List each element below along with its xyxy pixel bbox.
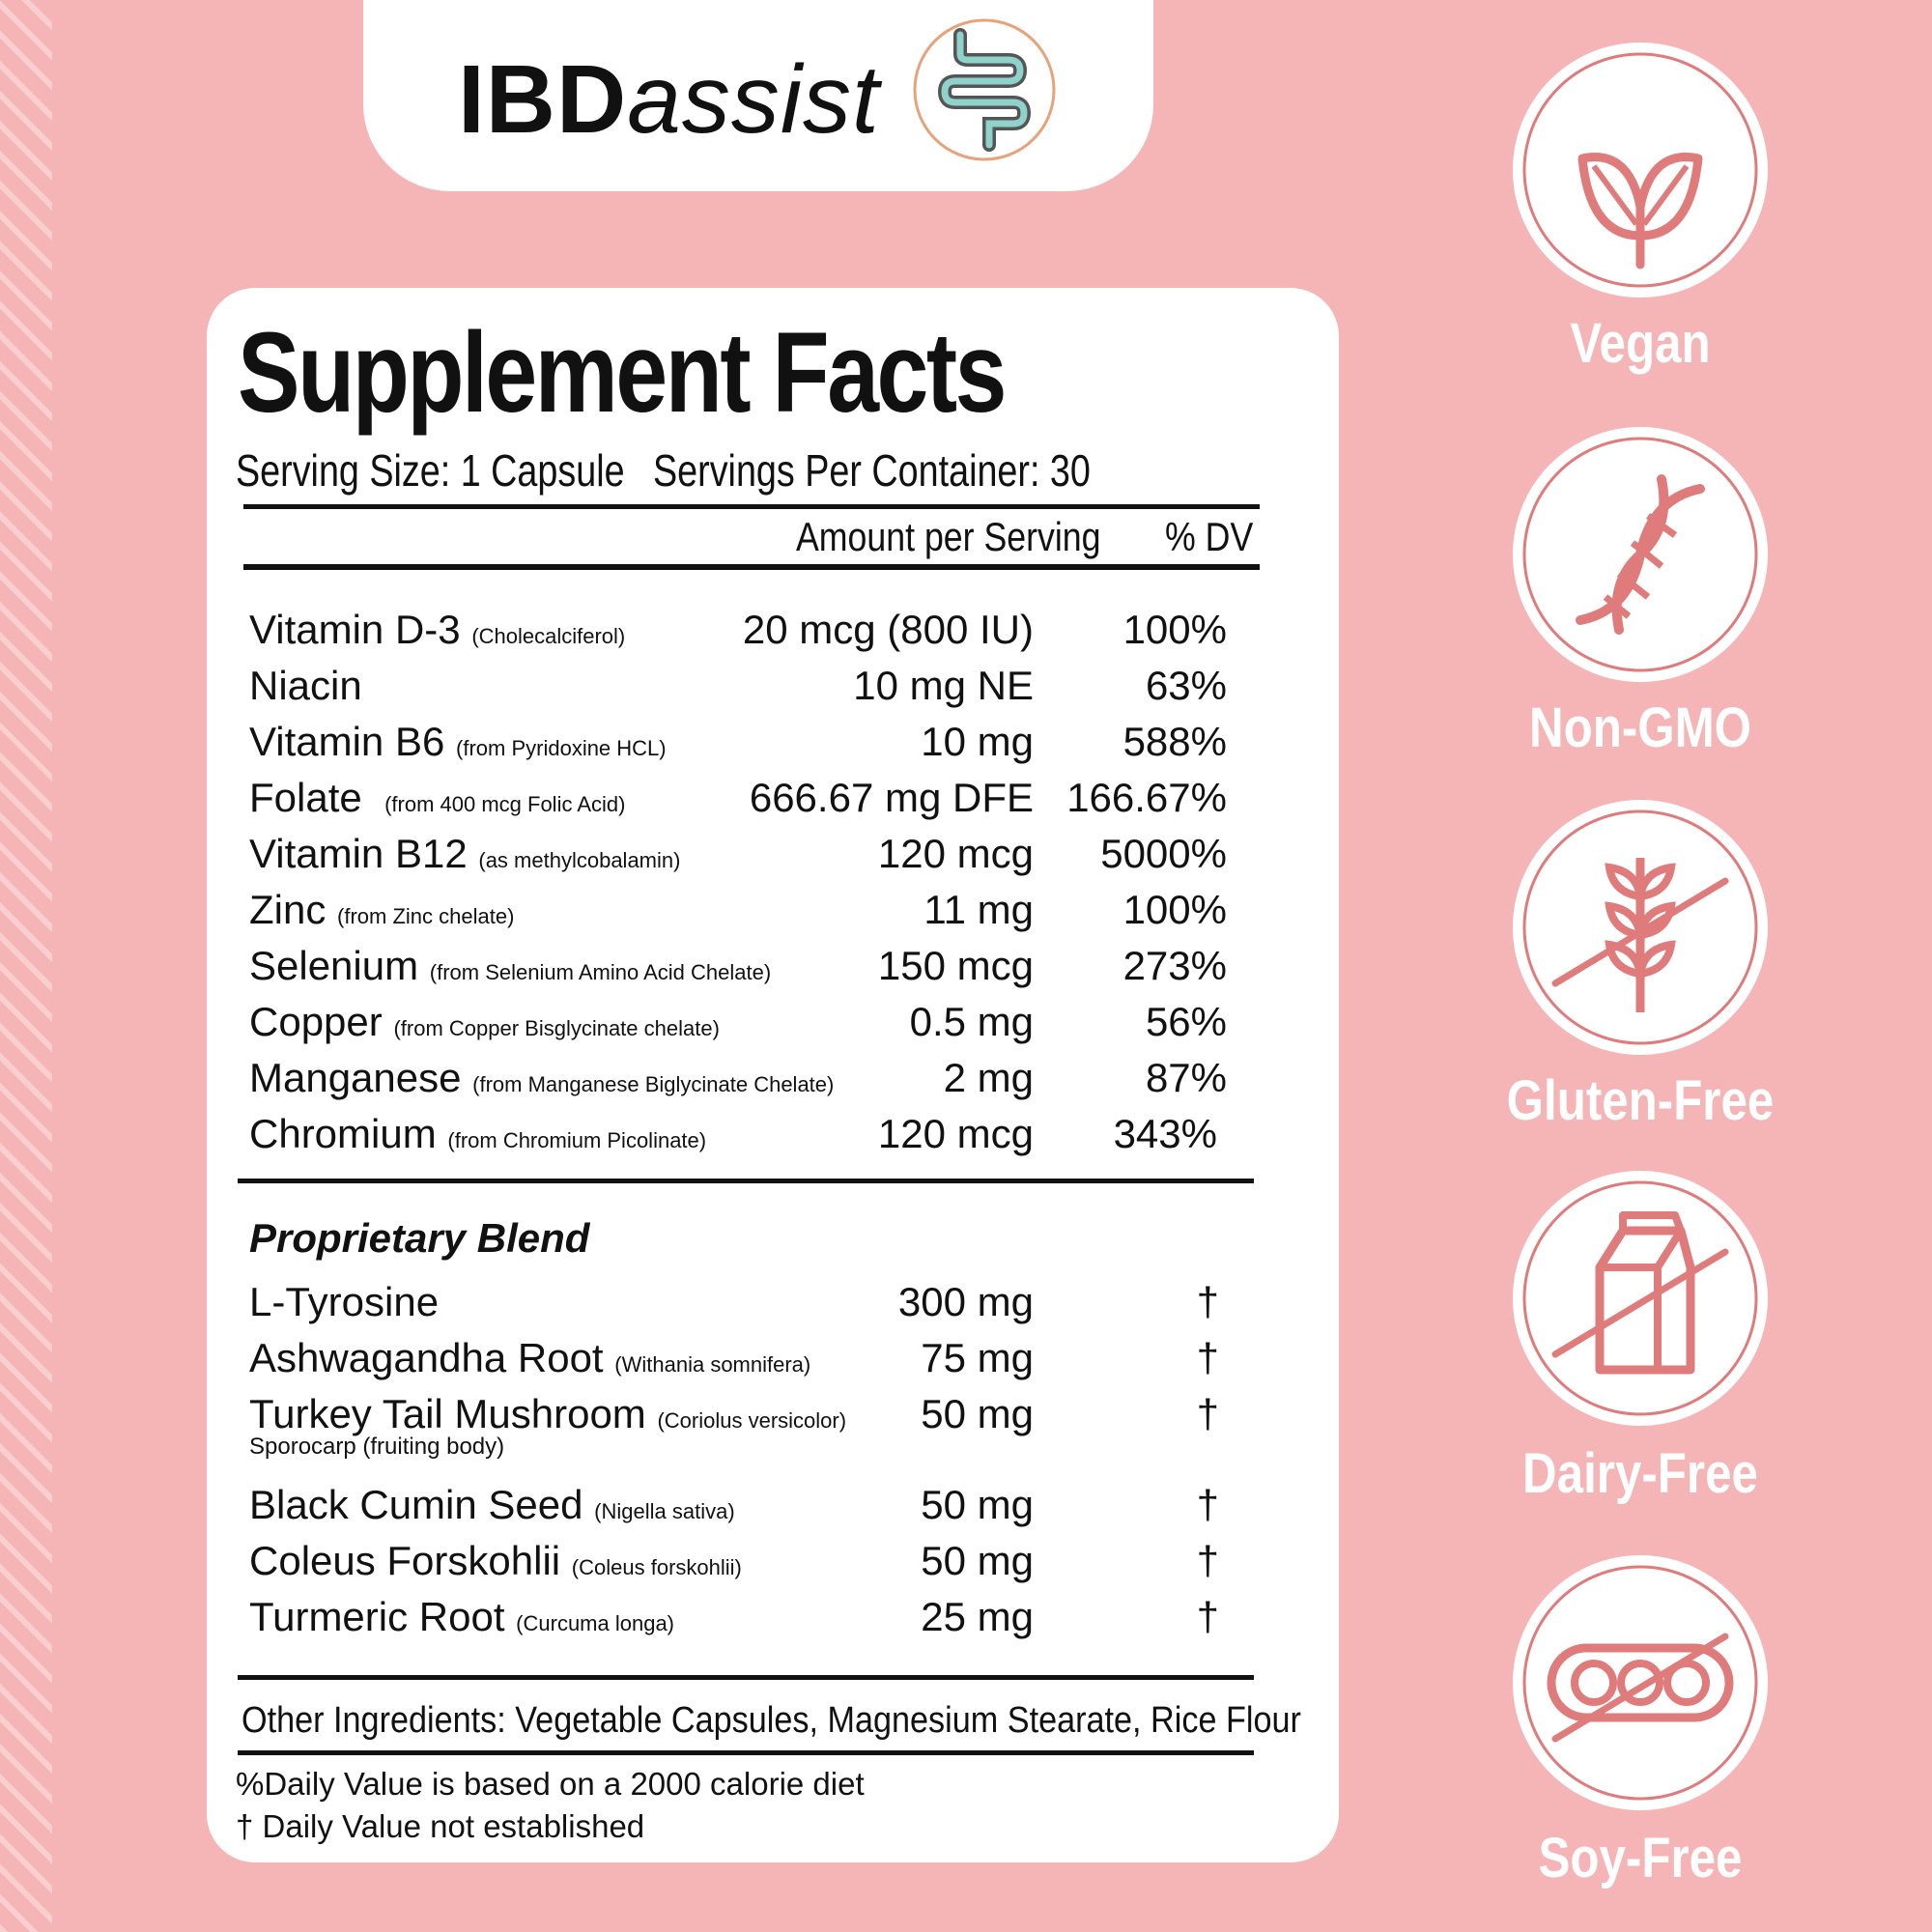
other-ingredients: Other Ingredients: Vegetable Capsules, M… xyxy=(242,1700,1301,1741)
soybean-crossed-icon xyxy=(1522,1565,1758,1801)
divider xyxy=(243,564,1260,570)
nutrient-row: Niacin 10 mg NE 63% xyxy=(249,663,1227,708)
divider xyxy=(238,1675,1254,1680)
dna-icon xyxy=(1522,437,1758,672)
nutrient-row: Manganese (from Manganese Biglycinate Ch… xyxy=(249,1055,1227,1100)
dagger-footnote: † Daily Value not established xyxy=(236,1808,645,1844)
gluten-free-badge xyxy=(1513,800,1768,1055)
divider xyxy=(243,504,1260,509)
soy-free-label: Soy-Free xyxy=(1538,1827,1743,1889)
blend-row: Turmeric Root (Curcuma longa) 25 mg † xyxy=(249,1594,1219,1639)
servings-per-container: Servings Per Container: 30 xyxy=(653,445,1091,496)
column-header-amount: Amount per Serving xyxy=(796,514,1101,559)
supplement-facts-panel: Supplement Facts Serving Size: 1 Capsule… xyxy=(207,288,1339,1862)
brand-logo: IBDassist xyxy=(363,0,1153,191)
blend-row: Coleus Forskohlii (Coleus forskohlii) 50… xyxy=(249,1538,1219,1583)
nutrient-row: Selenium (from Selenium Amino Acid Chela… xyxy=(249,943,1227,988)
nutrient-row: Zinc (from Zinc chelate) 11 mg 100% xyxy=(249,887,1227,932)
non-gmo-badge xyxy=(1513,427,1768,682)
leaf-icon xyxy=(1522,52,1758,288)
serving-size: Serving Size: 1 Capsule xyxy=(236,445,625,496)
nutrient-row: Vitamin B12 (as methylcobalamin) 120 mcg… xyxy=(249,831,1227,876)
column-header-dv: % DV xyxy=(1165,514,1254,559)
blend-row: Ashwagandha Root (Withania somnifera) 75… xyxy=(249,1335,1219,1380)
daily-value-footnote: %Daily Value is based on a 2000 calorie … xyxy=(236,1766,865,1802)
blend-row: L-Tyrosine 300 mg † xyxy=(249,1279,1219,1324)
intestine-icon xyxy=(913,18,1056,161)
soy-free-badge xyxy=(1513,1555,1768,1810)
nutrient-row: Vitamin B6 (from Pyridoxine HCL) 10 mg 5… xyxy=(249,719,1227,764)
gluten-free-label: Gluten-Free xyxy=(1506,1069,1775,1132)
nutrient-row: Vitamin D-3 (Cholecalciferol) 20 mcg (80… xyxy=(249,607,1227,652)
blend-row: Turkey Tail Mushroom (Coriolus versicolo… xyxy=(249,1391,1219,1436)
wheat-crossed-icon xyxy=(1522,810,1758,1045)
turkey-tail-subnote: Sporocarp (fruiting body) xyxy=(249,1434,505,1460)
proprietary-blend-title: Proprietary Blend xyxy=(249,1215,590,1261)
decorative-stripe xyxy=(0,0,52,1932)
vegan-label: Vegan xyxy=(1570,312,1711,375)
non-gmo-label: Non-GMO xyxy=(1528,696,1752,759)
brand-name: IBDassist xyxy=(458,45,880,154)
nutrient-row: Folate (from 400 mcg Folic Acid) 666.67 … xyxy=(249,775,1227,820)
blend-row: Black Cumin Seed (Nigella sativa) 50 mg … xyxy=(249,1482,1219,1527)
vegan-badge xyxy=(1513,43,1768,298)
nutrient-row: Copper (from Copper Bisglycinate chelate… xyxy=(249,999,1227,1044)
dairy-free-label: Dairy-Free xyxy=(1522,1442,1758,1505)
divider xyxy=(238,1179,1254,1183)
dairy-free-badge xyxy=(1513,1171,1768,1426)
panel-title: Supplement Facts xyxy=(238,309,1007,437)
nutrient-row: Chromium (from Chromium Picolinate) 120 … xyxy=(249,1111,1217,1156)
milk-carton-crossed-icon xyxy=(1522,1180,1758,1416)
divider xyxy=(238,1750,1254,1755)
